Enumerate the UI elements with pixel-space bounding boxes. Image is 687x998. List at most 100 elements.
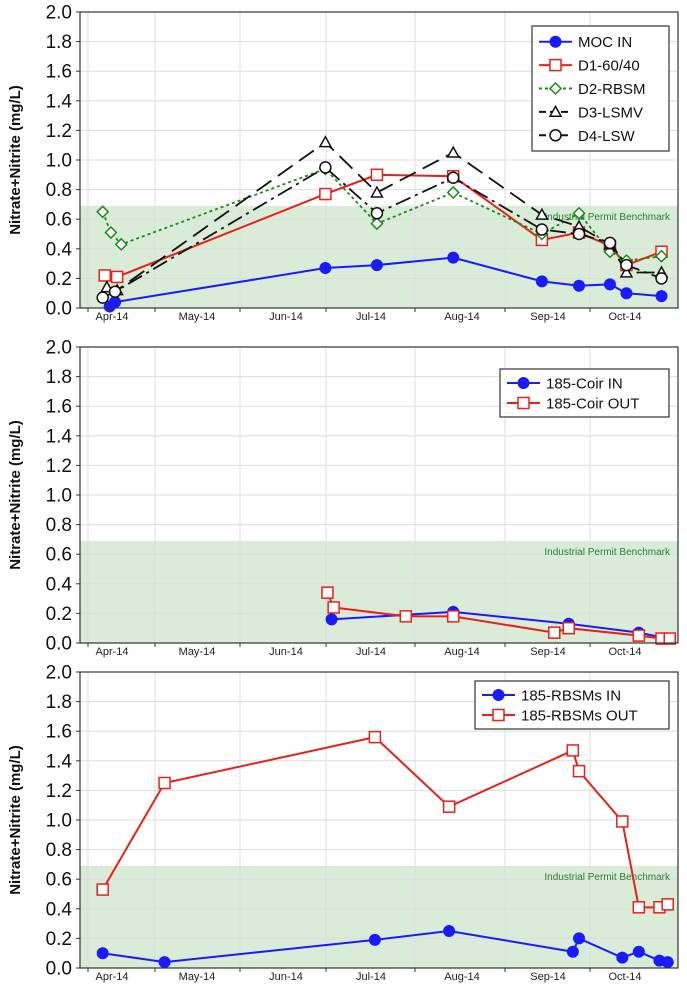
y-tick-label: 0.2 (46, 929, 72, 950)
data-point (661, 956, 674, 969)
y-tick-label: 0.0 (46, 634, 72, 655)
data-point (562, 621, 575, 635)
legend-marker (492, 708, 505, 722)
y-tick-label: 1.8 (46, 32, 72, 53)
data-point (96, 883, 109, 896)
legend-marker (549, 129, 562, 142)
legend-marker (548, 81, 563, 96)
x-tick-label: Apr-14 (95, 646, 128, 658)
data-point (114, 237, 128, 251)
data-point (654, 249, 669, 263)
data-point (603, 278, 616, 291)
legend-label: D1-60/40 (578, 58, 640, 75)
y-tick-label: 0.2 (46, 269, 72, 290)
y-tick-label: 1.8 (46, 367, 72, 388)
x-tick-label: Oct-14 (608, 646, 641, 658)
x-tick-label: Oct-14 (608, 971, 641, 983)
data-point (368, 730, 382, 744)
data-point (110, 270, 124, 284)
data-point (655, 272, 668, 285)
data-point (109, 296, 122, 309)
data-point (442, 800, 456, 813)
data-point (566, 744, 580, 757)
data-point (446, 171, 460, 185)
data-point (603, 236, 617, 250)
data-point (158, 776, 171, 790)
x-tick-label: Sep-14 (530, 971, 565, 983)
data-point (98, 269, 111, 282)
data-point (661, 898, 674, 911)
y-tick-label: 0.4 (46, 899, 73, 920)
x-tick-label: Oct-14 (608, 311, 641, 323)
legend-label: 185-RBSMs IN (521, 688, 621, 705)
series-line (109, 256, 662, 308)
y-tick-label: 1.6 (46, 62, 72, 83)
y-tick-label: 0.4 (46, 239, 73, 260)
legend-label: D4-LSW (578, 128, 636, 145)
data-point (535, 223, 549, 236)
legend-label: 185-Coir IN (546, 376, 623, 393)
data-point (572, 764, 586, 778)
y-tick-label: 0.6 (46, 210, 72, 231)
y-tick-label: 1.4 (46, 426, 73, 447)
data-point (655, 290, 668, 303)
y-tick-label: 0.0 (46, 299, 72, 320)
y-tick-label: 0.2 (46, 604, 72, 625)
y-tick-label: 1.0 (46, 151, 72, 172)
data-point (446, 145, 461, 158)
y-axis-label: Nitrate+Nitrite (mg/L) (7, 745, 24, 895)
x-tick-label: Jun-14 (269, 311, 303, 323)
legend-label: 185-Coir OUT (546, 396, 639, 413)
data-point (319, 161, 332, 174)
y-tick-label: 2.0 (46, 338, 72, 359)
x-tick-label: May-14 (179, 971, 216, 983)
legend-marker (549, 35, 562, 48)
y-tick-label: 0.6 (46, 545, 72, 566)
x-tick-label: Apr-14 (95, 971, 128, 983)
data-point (572, 206, 586, 220)
x-tick-label: Jul-14 (356, 971, 386, 983)
legend-label: D2-RBSM (578, 81, 646, 98)
data-point (108, 285, 122, 298)
panel-bottom-chart: Industrial Permit Benchmark 0.0 0.2 0.4 0.6 0… (7, 663, 679, 983)
y-tick-label: 1.4 (46, 91, 73, 112)
x-tick-label: May-14 (179, 311, 216, 323)
data-point (370, 217, 384, 231)
y-tick-label: 1.2 (46, 121, 72, 142)
legend: 185-RBSMs IN 185-RBSMs OUT (474, 680, 670, 730)
legend-marker (492, 689, 505, 701)
legend: MOC IN D1-60/40 D2-RBSM D3-LSMV D4-LSW (531, 25, 670, 152)
y-tick-label: 1.6 (46, 397, 72, 418)
benchmark-label: Industrial Permit Benchmark (544, 212, 671, 223)
data-point (446, 610, 460, 623)
x-tick-label: Sep-14 (530, 646, 565, 658)
y-tick-label: 0.0 (46, 959, 72, 980)
y-tick-label: 1.2 (46, 781, 72, 802)
data-point (632, 629, 646, 642)
y-tick-label: 0.8 (46, 180, 72, 201)
x-tick-label: Jul-14 (356, 311, 386, 323)
data-point (616, 951, 629, 964)
data-point (573, 932, 586, 945)
x-tick-label: Aug-14 (444, 311, 479, 323)
data-point (447, 251, 460, 264)
data-point (96, 291, 109, 304)
x-tick-label: May-14 (179, 646, 216, 658)
y-tick-label: 2.0 (46, 663, 72, 684)
legend-label: MOC IN (578, 34, 632, 51)
data-point (318, 135, 333, 148)
x-tick-label: Jul-14 (356, 646, 386, 658)
x-tick-label: Apr-14 (95, 311, 128, 323)
benchmark-label: Industrial Permit Benchmark (544, 872, 671, 883)
y-tick-label: 1.0 (46, 811, 72, 832)
data-point (96, 947, 109, 960)
data-point (370, 207, 384, 220)
data-point (548, 626, 561, 639)
data-point (663, 632, 677, 645)
data-point (96, 205, 110, 219)
x-tick-label: Jun-14 (269, 971, 303, 983)
data-point (535, 207, 549, 220)
x-tick-label: Aug-14 (444, 646, 479, 658)
data-point (572, 227, 586, 241)
